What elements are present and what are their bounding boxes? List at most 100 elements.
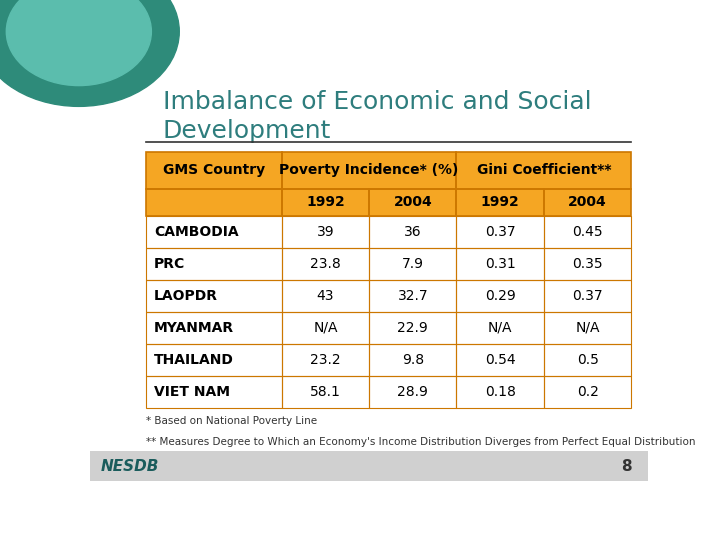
Bar [456,312,544,344]
Bar [282,280,369,312]
Bar [544,216,631,248]
Text: 0.18: 0.18 [485,385,516,399]
Bar [369,280,456,312]
Text: 0.2: 0.2 [577,385,598,399]
Bar [544,280,631,312]
Bar [369,189,456,216]
Bar [145,280,282,312]
Bar [145,344,282,376]
Bar [544,216,631,248]
Bar [145,216,282,248]
Bar [145,152,282,189]
Bar [456,248,544,280]
Bar [369,312,456,344]
Bar [145,152,282,189]
Text: Poverty Incidence* (%): Poverty Incidence* (%) [279,164,459,178]
Bar [145,344,282,376]
Bar [282,376,369,408]
Bar [456,152,631,189]
Text: 28.9: 28.9 [397,385,428,399]
Bar [456,312,544,344]
Bar [544,312,631,344]
Bar [369,344,456,376]
Text: 0.37: 0.37 [485,225,516,239]
Bar [544,344,631,376]
Bar [282,248,369,280]
Text: 0.54: 0.54 [485,353,516,367]
Text: * Based on National Poverty Line: * Based on National Poverty Line [145,416,317,426]
Text: Development: Development [163,119,331,143]
Bar [282,280,369,312]
Bar [145,280,282,312]
Text: 2004: 2004 [393,195,432,210]
Bar [456,189,544,216]
Bar [282,248,369,280]
Text: 0.45: 0.45 [572,225,603,239]
Bar [456,248,544,280]
Text: 9.8: 9.8 [402,353,424,367]
Bar [456,189,544,216]
Text: 36: 36 [404,225,422,239]
Text: 22.9: 22.9 [397,321,428,335]
Bar [369,189,456,216]
Text: VIET NAM: VIET NAM [154,385,230,399]
Text: 58.1: 58.1 [310,385,341,399]
Bar [456,376,544,408]
Text: 7.9: 7.9 [402,257,424,271]
Bar [145,248,282,280]
Bar [456,152,631,189]
Text: Imbalance of Economic and Social: Imbalance of Economic and Social [163,90,591,114]
Bar [456,344,544,376]
Text: 8: 8 [621,458,631,474]
Bar [282,216,369,248]
Bar [544,280,631,312]
Bar [544,189,631,216]
Bar [456,376,544,408]
Bar [369,216,456,248]
Bar [456,216,544,248]
Bar [369,344,456,376]
Bar [282,312,369,344]
Bar [544,312,631,344]
Text: 0.29: 0.29 [485,289,516,303]
Bar [544,248,631,280]
Text: 39: 39 [317,225,334,239]
Text: THAILAND: THAILAND [154,353,234,367]
Bar [544,376,631,408]
Circle shape [0,0,179,106]
Bar [544,189,631,216]
Text: MYANMAR: MYANMAR [154,321,234,335]
Text: N/A: N/A [575,321,600,335]
Text: 1992: 1992 [306,195,345,210]
Bar [90,451,648,481]
Bar [369,312,456,344]
Bar [544,248,631,280]
Text: 0.5: 0.5 [577,353,598,367]
Bar [369,248,456,280]
Text: 0.37: 0.37 [572,289,603,303]
Bar [282,152,456,189]
Text: NESDB: NESDB [101,458,160,474]
Bar [145,376,282,408]
Text: 0.31: 0.31 [485,257,516,271]
Text: ** Measures Degree to Which an Economy's Income Distribution Diverges from Perfe: ** Measures Degree to Which an Economy's… [145,437,696,447]
Bar [282,152,456,189]
Bar [282,189,369,216]
Text: 32.7: 32.7 [397,289,428,303]
Bar [456,216,544,248]
Bar [145,189,282,216]
Text: LAOPDR: LAOPDR [154,289,218,303]
Bar [145,376,282,408]
Bar [145,248,282,280]
Text: 43: 43 [317,289,334,303]
Bar [282,216,369,248]
Circle shape [6,0,151,85]
Text: CAMBODIA: CAMBODIA [154,225,239,239]
Bar [369,280,456,312]
Bar [282,312,369,344]
Text: 0.35: 0.35 [572,257,603,271]
Bar [282,376,369,408]
Bar [369,376,456,408]
Text: GMS Country: GMS Country [163,164,265,178]
Bar [145,189,282,216]
